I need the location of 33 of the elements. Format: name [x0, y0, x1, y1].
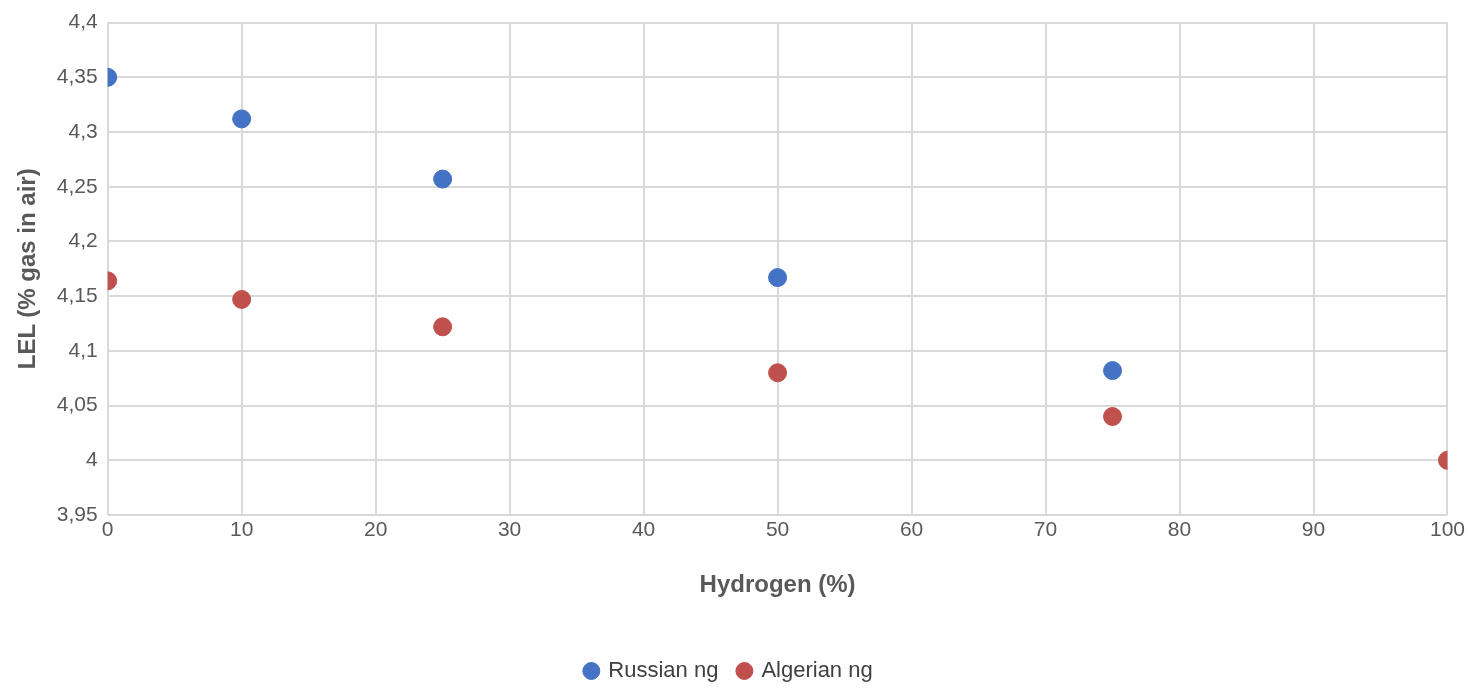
x-tick-label: 40 — [631, 517, 656, 541]
x-tick-label: 80 — [1167, 517, 1192, 541]
legend-label: Algerian ng — [761, 657, 873, 683]
y-tick-label: 4,35 — [56, 64, 98, 88]
legend-label: Russian ng — [608, 657, 719, 683]
x-tick-label: 20 — [363, 517, 388, 541]
point — [768, 363, 788, 383]
y-tick-label: 3,95 — [56, 501, 98, 525]
point — [433, 317, 453, 337]
x-tick-label: 50 — [765, 517, 790, 541]
x-tick-label: 0 — [101, 517, 114, 541]
y-tick-label: 4,1 — [68, 337, 98, 361]
point — [232, 289, 252, 309]
y-tick-label: 4,25 — [56, 173, 98, 197]
y-tick-label: 4,3 — [68, 118, 98, 142]
x-tick-label: 10 — [229, 517, 254, 541]
x-tick-label: 70 — [1033, 517, 1058, 541]
y-tick-label: 4,2 — [68, 228, 98, 252]
y-tick-label: 4,05 — [56, 392, 98, 416]
x-tick-label: 60 — [899, 517, 924, 541]
x-tick-label: 30 — [497, 517, 522, 541]
point — [433, 169, 453, 189]
y-tick-label: 4,4 — [68, 9, 98, 33]
point — [768, 268, 788, 288]
x-tick-label: 100 — [1429, 517, 1465, 541]
y-tick-label: 4,15 — [56, 282, 98, 306]
y-axis-title: LEL (% gas in air) — [13, 168, 41, 370]
x-axis-title: Hydrogen (%) — [699, 570, 856, 598]
x-tick-label: 90 — [1301, 517, 1326, 541]
point — [232, 109, 252, 129]
point — [1103, 361, 1123, 381]
point — [1103, 407, 1123, 427]
y-tick-label: 4 — [85, 447, 98, 471]
